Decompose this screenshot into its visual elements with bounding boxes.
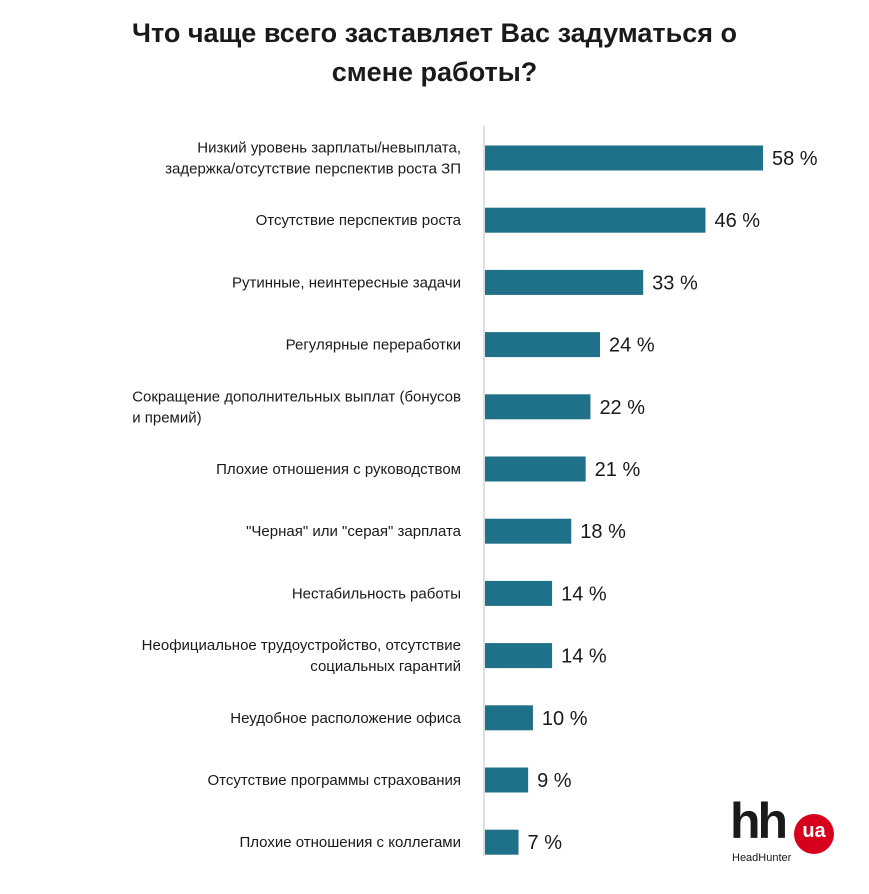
data-label: 10 %: [542, 708, 588, 730]
category-label: Отсутствие перспектив роста: [256, 212, 462, 229]
bar: [485, 580, 553, 606]
bar: [485, 643, 553, 669]
category-label: задержка/отсутствие перспектив роста ЗП: [165, 161, 461, 178]
data-label: 14 %: [561, 646, 607, 668]
bar: [485, 145, 763, 171]
chart-title-line-2: смене работы?: [331, 57, 538, 87]
data-label: 33 %: [652, 272, 698, 294]
data-label: 9 %: [537, 770, 572, 792]
bar: [485, 518, 572, 544]
category-label: Нестабильность работы: [292, 585, 461, 602]
bar: [485, 207, 706, 233]
category-label: Рутинные, неинтересные задачи: [232, 274, 461, 291]
category-label: Регулярные переработки: [286, 337, 461, 354]
category-label: Плохие отношения с коллегами: [239, 834, 461, 851]
logo-subtitle: HeadHunter: [732, 852, 792, 864]
headhunter-logo: hh ua HeadHunter: [730, 793, 850, 872]
data-label: 21 %: [595, 459, 641, 481]
category-label: "Черная" или "серая" зарплата: [246, 523, 462, 540]
category-label: Отсутствие программы страхования: [208, 772, 462, 789]
data-label: 18 %: [580, 521, 626, 543]
bar: [485, 829, 519, 855]
data-label: 22 %: [599, 397, 645, 419]
category-label: Неудобное расположение офиса: [230, 710, 461, 727]
logo-ua-badge: ua: [794, 814, 834, 854]
logo-hh-mark: hh: [730, 793, 788, 849]
data-label: 14 %: [561, 583, 607, 605]
logo-ua-text: ua: [802, 820, 826, 842]
bar: [485, 456, 586, 482]
bar: [485, 332, 601, 358]
category-label: и премий): [132, 409, 201, 426]
data-label: 24 %: [609, 335, 655, 357]
category-label: Плохие отношения с руководством: [216, 461, 461, 478]
bar: [485, 767, 529, 793]
category-label: Сокращение дополнительных выплат (бонусо…: [132, 388, 461, 405]
data-label: 58 %: [772, 148, 818, 170]
data-label: 46 %: [714, 210, 760, 232]
chart-title-line-1: Что чаще всего заставляет Вас задуматься…: [132, 18, 737, 48]
category-label: Неофициальное трудоустройство, отсутстви…: [142, 637, 461, 654]
data-label: 7 %: [528, 832, 563, 854]
category-label: Низкий уровень зарплаты/невыплата,: [197, 140, 461, 157]
category-label: социальных гарантий: [310, 658, 461, 675]
bar: [485, 394, 591, 420]
bar: [485, 269, 644, 295]
chart-title: Что чаще всего заставляет Вас задуматься…: [0, 14, 869, 92]
bar: [485, 705, 533, 731]
